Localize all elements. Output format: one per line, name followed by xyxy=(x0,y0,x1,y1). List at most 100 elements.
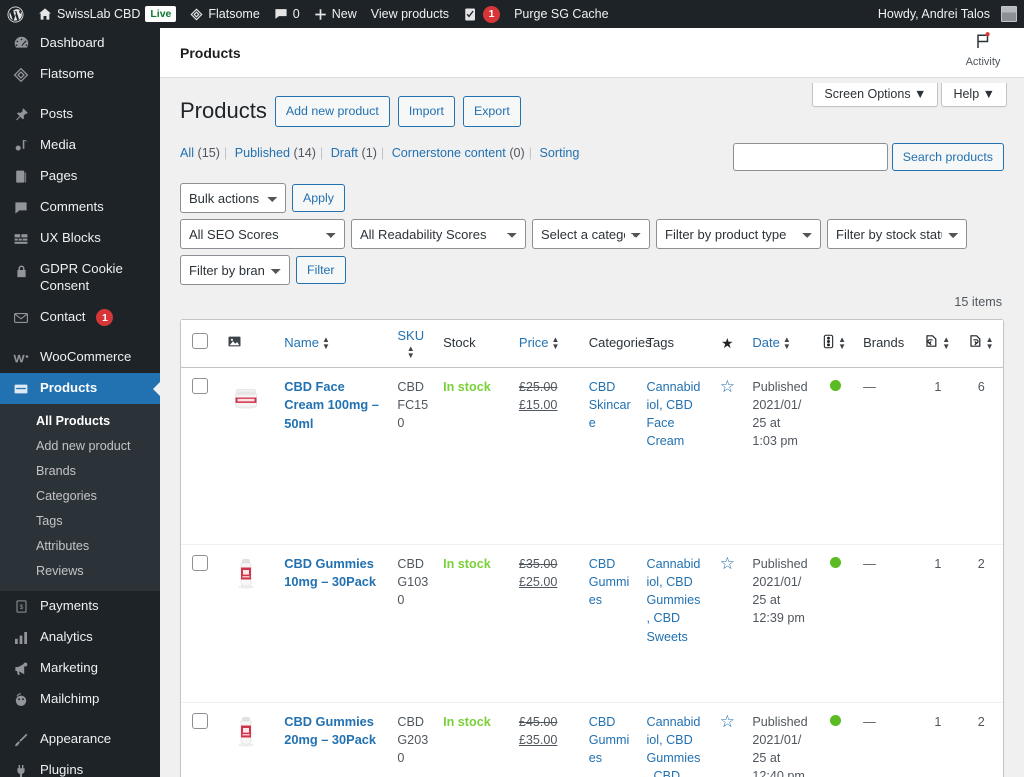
view-link-published[interactable]: Published xyxy=(234,146,291,161)
row-import-cell: 1 xyxy=(916,368,959,544)
seo-scores-select[interactable]: All SEO Scores xyxy=(180,219,345,250)
comments-count: 0 xyxy=(292,7,300,21)
row-select-cell[interactable] xyxy=(181,368,220,544)
submenu-item-reviews[interactable]: Reviews xyxy=(36,564,84,578)
seo-score-dot xyxy=(830,556,842,568)
product-name-link[interactable]: CBD Face Cream 100mg – 50ml xyxy=(284,378,379,431)
column-header-sku[interactable]: SKU ▲ ▼ xyxy=(390,320,437,368)
product-name-link[interactable]: CBD Gummies 20mg – 30Pack xyxy=(284,713,377,748)
view-link-cornerstone-content[interactable]: Cornerstone content xyxy=(391,146,506,161)
submenu-item-categories[interactable]: Categories xyxy=(36,489,97,503)
column-header-seo-score[interactable]: ▲ ▼ xyxy=(815,320,857,368)
screen-options-button[interactable]: Screen Options ▼ xyxy=(812,83,939,107)
woocommerce-w-icon xyxy=(11,348,31,368)
sidebar-item-posts[interactable]: Posts xyxy=(0,99,160,130)
readability-scores-select[interactable]: All Readability Scores xyxy=(351,219,526,250)
row-featured-cell[interactable]: ☆ xyxy=(709,368,745,544)
import-count: 1 xyxy=(934,379,942,394)
stock-status-select[interactable]: Filter by stock status xyxy=(827,219,967,250)
column-header-thumbnail xyxy=(219,320,278,368)
view-link-draft[interactable]: Draft xyxy=(330,146,358,161)
sidebar-item-plugins[interactable]: Plugins xyxy=(0,755,160,777)
view-link-sorting[interactable]: Sorting xyxy=(539,146,580,161)
add-new-product-button[interactable]: Add new product xyxy=(274,96,390,128)
table-row[interactable]: CBD Face Cream 100mg – 50ml CBDFC150 In … xyxy=(181,368,1003,544)
column-header-export[interactable]: ▲ ▼ xyxy=(959,320,1003,368)
sidebar-item-dashboard[interactable]: Dashboard xyxy=(0,28,160,59)
category-link[interactable]: CBD Gummies xyxy=(588,714,630,766)
product-name-link[interactable]: CBD Gummies 10mg – 30Pack xyxy=(284,555,377,590)
search-products-button[interactable]: Search products xyxy=(891,143,1004,172)
sidebar-item-ux-blocks[interactable]: UX Blocks xyxy=(0,223,160,254)
table-row[interactable]: CBD Gummies 20mg – 30Pack CBDG2030 In st… xyxy=(181,701,1003,777)
bulk-actions-select[interactable]: Bulk actions xyxy=(180,183,286,214)
tag-links[interactable]: Cannabidiol, CBD Gummies, CBD Sweets xyxy=(646,556,701,644)
row-tags-cell: Cannabidiol, CBD Gummies, CBD Sweets xyxy=(639,543,710,702)
column-header-select-all[interactable] xyxy=(181,320,220,368)
view-products-link[interactable]: View products xyxy=(364,0,456,28)
star-outline-icon[interactable]: ☆ xyxy=(719,711,735,731)
product-type-select[interactable]: Filter by product type xyxy=(656,219,821,250)
theme-menu[interactable]: Flatsome xyxy=(183,0,266,28)
new-content-menu[interactable]: New xyxy=(307,0,364,28)
sidebar-item-comments[interactable]: Comments xyxy=(0,192,160,223)
submenu-item-attributes[interactable]: Attributes xyxy=(36,539,90,553)
purge-cache-button[interactable]: Purge SG Cache xyxy=(507,0,616,28)
row-select-cell[interactable] xyxy=(181,543,220,702)
star-outline-icon[interactable]: ☆ xyxy=(719,376,735,396)
sidebar-item-flatsome[interactable]: Flatsome xyxy=(0,59,160,90)
select-all-checkbox[interactable] xyxy=(192,333,209,350)
yoast-seo-menu[interactable]: 1 xyxy=(456,0,507,28)
submenu-item-all-products[interactable]: All Products xyxy=(36,414,111,428)
row-select-cell[interactable] xyxy=(181,701,220,777)
sidebar-item-payments[interactable]: $ Payments xyxy=(0,591,160,622)
star-outline-icon[interactable]: ☆ xyxy=(719,553,735,573)
sidebar-item-gdpr-cookie-consent[interactable]: GDPR Cookie Consent xyxy=(0,254,160,302)
my-account-menu[interactable]: Howdy, Andrei Talos xyxy=(871,0,1024,28)
sidebar-item-media[interactable]: Media xyxy=(0,130,160,161)
brand-select[interactable]: Filter by brand xyxy=(180,255,290,286)
column-header-import[interactable]: ▲ ▼ xyxy=(916,320,960,368)
filter-button[interactable]: Filter xyxy=(296,256,346,285)
sidebar-item-contact[interactable]: Contact 1 xyxy=(0,302,160,333)
column-header-name[interactable]: Name ▲ ▼ xyxy=(277,320,391,368)
table-row[interactable]: CBD Gummies 10mg – 30Pack CBDG1030 In st… xyxy=(181,543,1003,702)
category-link[interactable]: CBD Gummies xyxy=(588,556,630,608)
column-header-price[interactable]: Price ▲ ▼ xyxy=(511,320,582,368)
sidebar-item-woocommerce[interactable]: WooCommerce xyxy=(0,342,160,373)
row-checkbox[interactable] xyxy=(192,377,209,394)
view-link-all[interactable]: All xyxy=(180,146,194,161)
submenu-item-brands[interactable]: Brands xyxy=(36,464,76,478)
sidebar-item-appearance[interactable]: Appearance xyxy=(0,724,160,755)
category-link[interactable]: CBD Skincare xyxy=(588,379,631,431)
row-featured-cell[interactable]: ☆ xyxy=(709,701,746,777)
submenu-item-add-new-product[interactable]: Add new product xyxy=(36,439,131,453)
tag-links[interactable]: Cannabidiol, CBD Face Cream xyxy=(646,379,701,449)
import-button[interactable]: Import xyxy=(397,96,455,128)
apply-button[interactable]: Apply xyxy=(292,184,345,213)
row-stock-cell: In stock xyxy=(436,543,512,702)
export-button[interactable]: Export xyxy=(462,96,521,128)
row-checkbox[interactable] xyxy=(192,554,209,571)
wp-logo-menu[interactable] xyxy=(0,0,31,28)
site-name-menu[interactable]: SwissLab CBD Live xyxy=(31,0,183,28)
comments-menu[interactable]: 0 xyxy=(267,0,307,28)
tag-links[interactable]: Cannabidiol, CBD Gummies, CBD xyxy=(646,714,701,777)
sort-arrows-icon: ▲ ▼ xyxy=(321,335,330,352)
avatar xyxy=(1001,6,1017,22)
sidebar-item-mailchimp[interactable]: Mailchimp xyxy=(0,684,160,715)
category-select[interactable]: Select a category xyxy=(532,219,650,250)
row-checkbox[interactable] xyxy=(192,712,209,729)
sidebar-item-products[interactable]: Products xyxy=(0,373,160,404)
row-featured-cell[interactable]: ☆ xyxy=(709,543,746,702)
sidebar-item-marketing[interactable]: Marketing xyxy=(0,653,160,684)
sidebar-item-analytics[interactable]: Analytics xyxy=(0,622,160,653)
export-count: 6 xyxy=(977,379,985,394)
column-header-date[interactable]: Date ▲ ▼ xyxy=(745,320,816,368)
help-button[interactable]: Help ▼ xyxy=(941,83,1007,107)
column-header-categories: Categories xyxy=(581,320,652,368)
submenu-item-tags[interactable]: Tags xyxy=(36,514,63,528)
activity-button[interactable]: Activity xyxy=(952,31,1014,68)
search-input[interactable] xyxy=(732,143,888,172)
sidebar-item-pages[interactable]: Pages xyxy=(0,161,160,192)
